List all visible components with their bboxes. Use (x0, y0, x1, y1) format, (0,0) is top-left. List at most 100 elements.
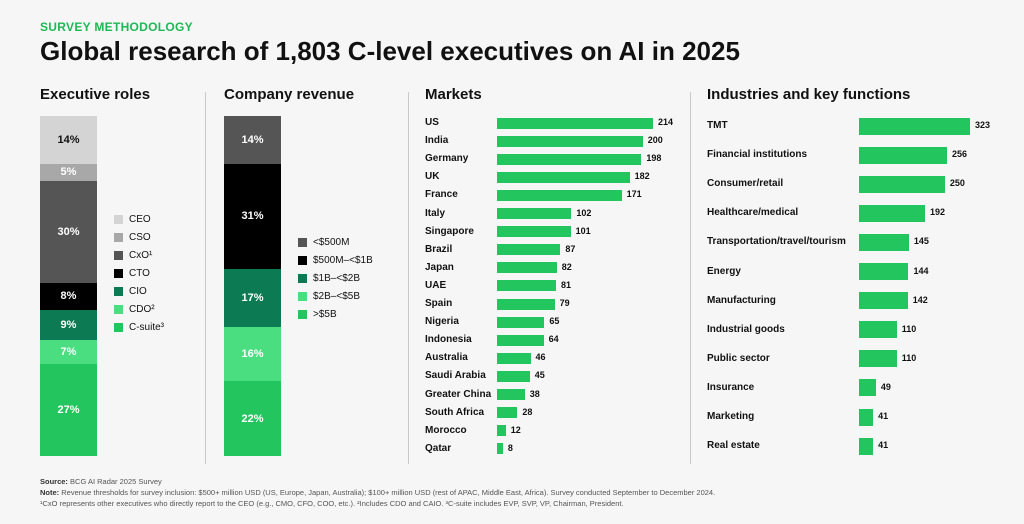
bar (497, 189, 622, 201)
bar-value-label: 214 (658, 117, 674, 127)
divider (205, 92, 206, 464)
stack-segment-2: 30% (40, 180, 97, 283)
legend-swatch (114, 322, 123, 332)
legend-item: CTO (114, 264, 164, 282)
bar-value-label: 45 (534, 370, 545, 381)
stack-segment-6: 27% (40, 364, 97, 456)
bar-value-label: 192 (929, 207, 945, 218)
markets-bar-chart: US 214 India 200 Germany 198 UK 182 France 171 Ita… (425, 116, 695, 458)
legend-label: CIO (129, 285, 147, 297)
bar-value-label: 110 (901, 352, 917, 363)
stack-segment-2: 17% (224, 269, 281, 327)
stack-segment-0: 14% (224, 116, 281, 164)
bar-value-label: 8 (507, 442, 513, 453)
category-label: TMT (707, 120, 728, 131)
legend-swatch (298, 291, 307, 301)
divider (408, 92, 409, 464)
legend-label: $1B–<$2B (313, 272, 360, 284)
stack-segment-label: 27% (57, 404, 80, 417)
bar-value-label: 256 (951, 149, 967, 160)
bar-value-label: 64 (548, 334, 559, 345)
bar (497, 208, 572, 219)
bar (859, 292, 908, 310)
legend-swatch (114, 286, 123, 296)
legend-label: CTO (129, 267, 150, 279)
bar (497, 443, 503, 455)
legend-swatch (114, 268, 123, 278)
legend-item: CxO¹ (114, 246, 164, 264)
stack-segment-3: 8% (40, 282, 97, 310)
stack-segment-1: 31% (224, 163, 281, 269)
note-label: Note: (40, 488, 60, 497)
category-label: India (425, 135, 449, 147)
category-label: Japan (425, 261, 454, 273)
legend-item: $2B–<$5B (298, 287, 373, 305)
category-label: Real estate (707, 440, 760, 452)
category-label: Spain (425, 298, 453, 309)
stack-segment-4: 9% (40, 309, 97, 341)
category-label: Financial institutions (707, 149, 808, 161)
bar (859, 408, 874, 426)
category-label: Germany (425, 153, 469, 165)
bar-value-label: 82 (561, 261, 572, 272)
bar (859, 321, 897, 339)
legend-swatch (114, 232, 123, 242)
category-label: Brazil (425, 243, 453, 255)
bar-value-label: 200 (647, 135, 663, 146)
bar (497, 407, 518, 419)
bar (497, 171, 630, 183)
source-text: BCG AI Radar 2025 Survey (67, 477, 162, 486)
bar (859, 204, 925, 222)
bar-value-label: 12 (510, 424, 521, 435)
stack-segment-label: 7% (60, 346, 77, 359)
bar-value-label: 101 (575, 225, 591, 236)
bar (859, 379, 876, 397)
stack-segment-label: 8% (60, 290, 77, 303)
legend-swatch (298, 237, 307, 247)
bar-value-label: 182 (634, 171, 650, 182)
legend-label: CEO (129, 213, 151, 225)
bar (497, 316, 545, 328)
bar (497, 262, 557, 274)
bar (859, 146, 947, 164)
legend-item: <$500M (298, 233, 373, 251)
category-label: South Africa (425, 406, 485, 418)
category-label: Industrial goods (707, 323, 785, 335)
stack-segment-3: 16% (224, 326, 281, 382)
bar-value-label: 102 (576, 207, 592, 218)
category-label: Morocco (425, 424, 467, 436)
bar-value-label: 171 (626, 189, 642, 200)
category-label: Public sector (707, 352, 770, 364)
bar (859, 350, 897, 368)
company-revenue-stacked-bar: 14% 31% 17% 16% 22% (224, 116, 281, 456)
category-label: Healthcare/medical (707, 207, 799, 219)
stack-segment-label: 5% (60, 166, 77, 179)
legend-item: CDO² (114, 300, 164, 318)
category-label: UAE (425, 279, 447, 291)
bar (859, 175, 945, 193)
bar-value-label: 142 (912, 294, 928, 305)
bar-value-label: 79 (559, 298, 570, 308)
eyebrow-label: SURVEY METHODOLOGY (40, 20, 193, 34)
stack-segment-label: 22% (241, 412, 264, 425)
category-label: Consumer/retail (707, 178, 784, 190)
bar (859, 437, 874, 455)
bar-value-label: 28 (522, 406, 533, 417)
source-line: Source: BCG AI Radar 2025 Survey (40, 476, 1000, 487)
bar (497, 117, 653, 129)
legend-label: <$500M (313, 236, 350, 248)
category-label: Italy (425, 207, 446, 219)
divider (690, 92, 691, 464)
page-title: Global research of 1,803 C-level executi… (40, 36, 740, 66)
legend-swatch (114, 214, 123, 224)
category-label: Transportation/travel/tourism (707, 236, 846, 248)
category-label: Qatar (425, 442, 452, 454)
bar (497, 352, 531, 364)
legend-swatch (298, 309, 307, 319)
footer-notes: Source: BCG AI Radar 2025 Survey Note: R… (40, 476, 1000, 509)
bar (497, 153, 642, 165)
bar-value-label: 144 (913, 265, 929, 276)
bar-value-label: 65 (549, 316, 560, 327)
bar-value-label: 41 (878, 440, 889, 451)
category-label: Indonesia (425, 334, 472, 346)
